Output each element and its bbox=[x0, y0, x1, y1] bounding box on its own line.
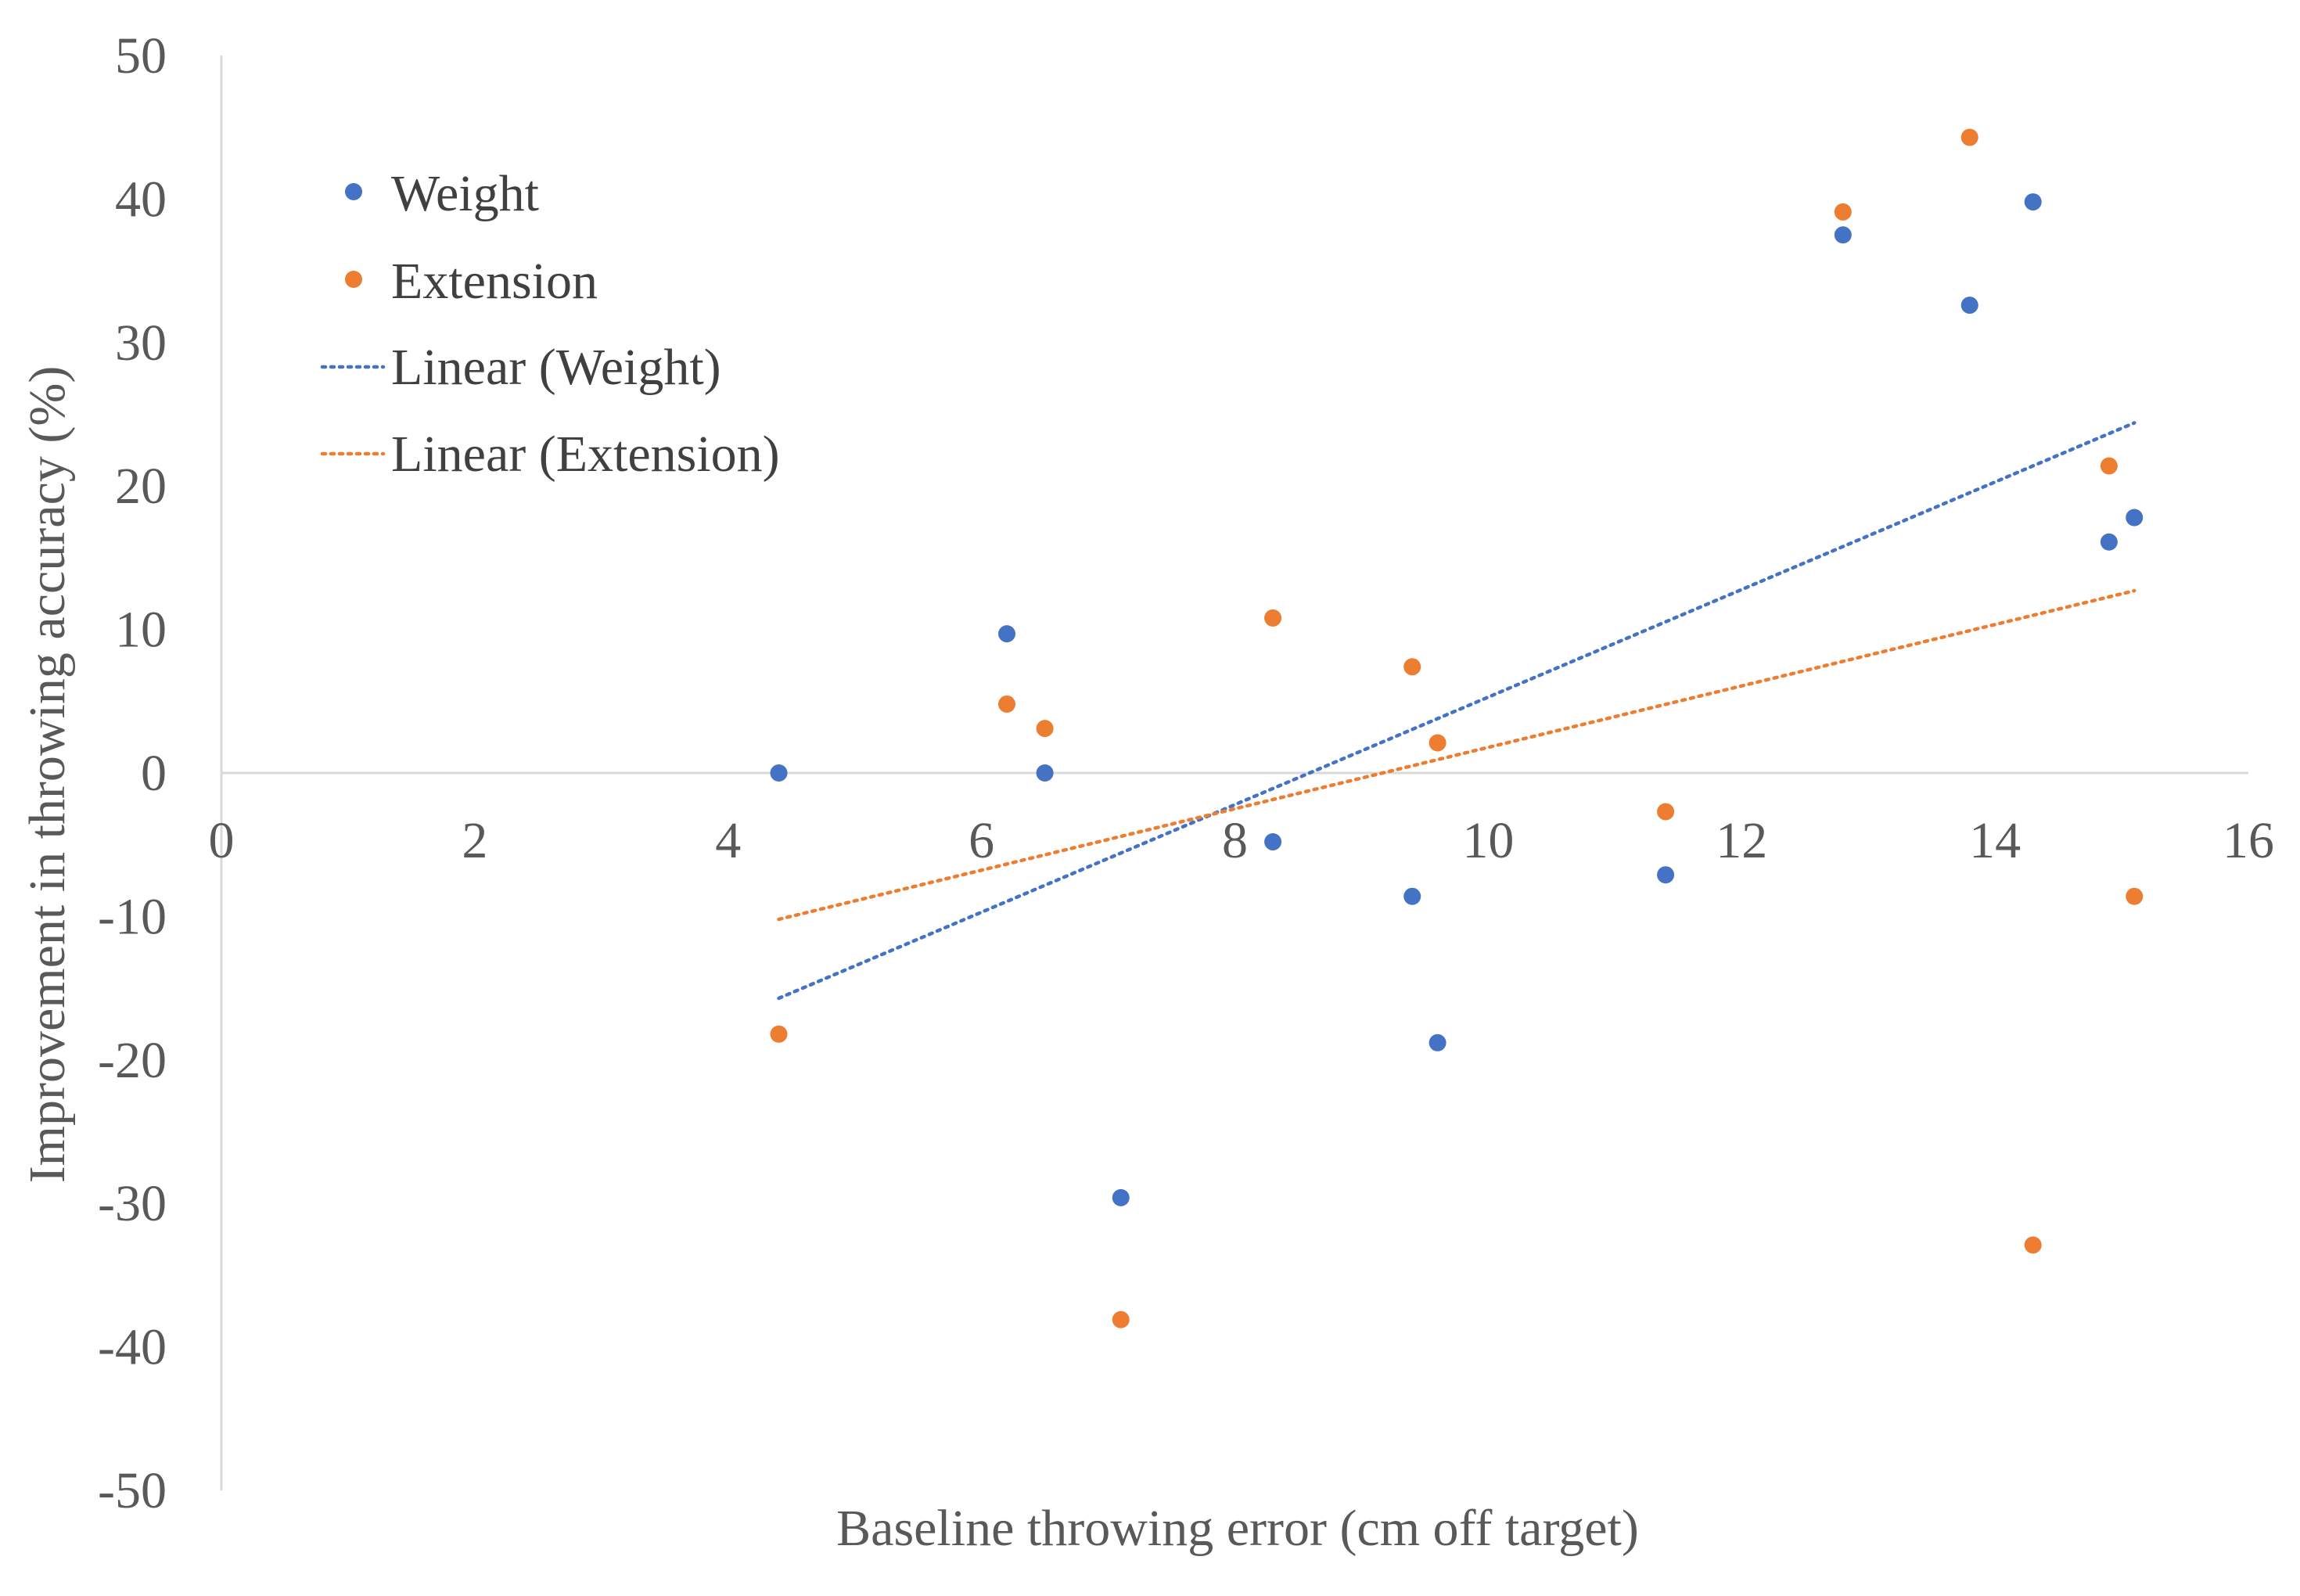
point-extension bbox=[1264, 609, 1282, 627]
point-extension bbox=[1429, 734, 1446, 752]
legend-weight-marker bbox=[345, 183, 362, 200]
legend: Weight Extension Linear (Weight) Linear (Ex… bbox=[320, 165, 780, 483]
x-tick-label: 2 bbox=[462, 812, 487, 869]
point-weight bbox=[2126, 509, 2144, 527]
x-tick-label: 10 bbox=[1462, 812, 1514, 869]
point-extension bbox=[1112, 1310, 1130, 1328]
y-axis-title: Improvement in throwing accuracy (%) bbox=[19, 366, 76, 1184]
x-axis-title: Baseline throwing error (cm off target) bbox=[836, 1500, 1639, 1557]
trendline-linear-extension bbox=[777, 588, 2136, 922]
point-weight bbox=[1429, 1033, 1446, 1051]
legend-extension-label: Extension bbox=[391, 253, 598, 310]
y-tick-label: -50 bbox=[98, 1462, 167, 1519]
point-extension bbox=[1403, 658, 1421, 676]
x-tick-label: 14 bbox=[1969, 812, 2021, 869]
point-weight bbox=[1403, 887, 1421, 905]
legend-linear-extension-label: Linear (Extension) bbox=[391, 426, 780, 483]
data-points bbox=[770, 128, 2144, 1328]
legend-weight: Weight bbox=[345, 165, 539, 222]
point-extension bbox=[998, 695, 1016, 713]
point-weight bbox=[1834, 226, 1852, 244]
point-extension bbox=[770, 1025, 788, 1043]
point-weight bbox=[1264, 833, 1282, 851]
legend-linear-extension: Linear (Extension) bbox=[320, 426, 780, 483]
point-extension bbox=[2126, 887, 2144, 905]
point-weight bbox=[770, 764, 788, 782]
legend-linear-weight-label: Linear (Weight) bbox=[391, 339, 721, 396]
y-tick-label: 0 bbox=[141, 745, 167, 802]
point-extension bbox=[1036, 720, 1054, 738]
point-weight bbox=[1960, 297, 1978, 315]
y-tick-label: 40 bbox=[115, 171, 167, 228]
point-weight bbox=[2024, 193, 2042, 211]
point-extension bbox=[2100, 457, 2118, 475]
point-extension bbox=[2024, 1236, 2042, 1254]
tick-labels: 0 2 4 6 8 10 12 14 16 50 40 30 20 10 0 -10 -20 -30 -40 -50 bbox=[98, 27, 2274, 1519]
legend-extension: Extension bbox=[345, 253, 598, 310]
axes bbox=[220, 56, 2248, 1490]
x-tick-label: 6 bbox=[969, 812, 994, 869]
legend-weight-label: Weight bbox=[391, 165, 539, 222]
trendlines bbox=[777, 421, 2136, 1001]
x-tick-label: 16 bbox=[2223, 812, 2274, 869]
trendline-linear-weight bbox=[777, 421, 2136, 1001]
point-weight bbox=[1657, 866, 1675, 884]
y-tick-label: 10 bbox=[115, 602, 167, 659]
y-tick-label: 20 bbox=[115, 458, 167, 515]
y-tick-label: -20 bbox=[98, 1032, 167, 1089]
x-tick-label: 8 bbox=[1222, 812, 1248, 869]
point-weight bbox=[2100, 533, 2118, 551]
legend-extension-marker bbox=[345, 271, 362, 288]
x-tick-label: 0 bbox=[209, 812, 235, 869]
x-tick-label: 12 bbox=[1716, 812, 1767, 869]
y-tick-label: 50 bbox=[115, 27, 167, 84]
point-extension bbox=[1960, 128, 1978, 146]
point-extension bbox=[1657, 803, 1675, 821]
y-tick-label: -30 bbox=[98, 1175, 167, 1232]
x-tick-label: 4 bbox=[715, 812, 741, 869]
point-extension bbox=[1834, 203, 1852, 221]
point-weight bbox=[1036, 764, 1054, 782]
point-weight bbox=[1112, 1188, 1130, 1206]
y-tick-label: 30 bbox=[115, 315, 167, 372]
legend-linear-weight: Linear (Weight) bbox=[320, 339, 721, 396]
y-tick-label: -40 bbox=[98, 1319, 167, 1376]
point-weight bbox=[998, 625, 1016, 643]
y-tick-label: -10 bbox=[98, 888, 167, 945]
